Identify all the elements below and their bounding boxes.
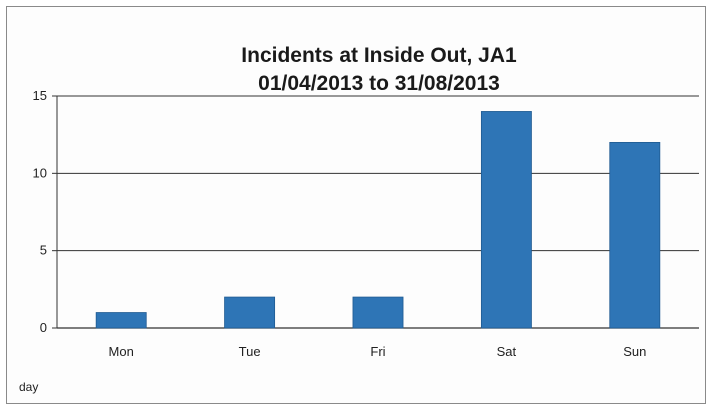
x-tick-label-sat: Sat — [497, 344, 517, 359]
y-tick-label: 15 — [33, 88, 47, 103]
bar-sun — [609, 141, 661, 329]
bar-mon — [95, 312, 147, 329]
y-tick-label: 5 — [40, 243, 47, 258]
legend-label: day — [19, 380, 38, 394]
bar-fri — [352, 296, 404, 329]
x-tick-label-fri: Fri — [370, 344, 385, 359]
x-tick-label-tue: Tue — [239, 344, 261, 359]
bar-tue — [224, 296, 276, 329]
chart-frame: Incidents at Inside Out, JA1 01/04/2013 … — [6, 6, 706, 404]
y-tick-label: 10 — [33, 165, 47, 180]
chart-title-line-1: Incidents at Inside Out, JA1 — [241, 44, 517, 67]
x-tick-label-sun: Sun — [623, 344, 646, 359]
bar-chart: Incidents at Inside Out, JA1 01/04/2013 … — [19, 44, 699, 394]
x-tick-label-mon: Mon — [109, 344, 134, 359]
y-tick-label: 0 — [40, 320, 47, 335]
chart-title-line-2: 01/04/2013 to 31/08/2013 — [258, 72, 500, 95]
bar-sat — [480, 111, 532, 329]
